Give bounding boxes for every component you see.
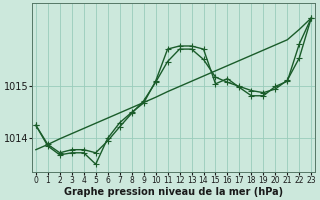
X-axis label: Graphe pression niveau de la mer (hPa): Graphe pression niveau de la mer (hPa)	[64, 187, 283, 197]
